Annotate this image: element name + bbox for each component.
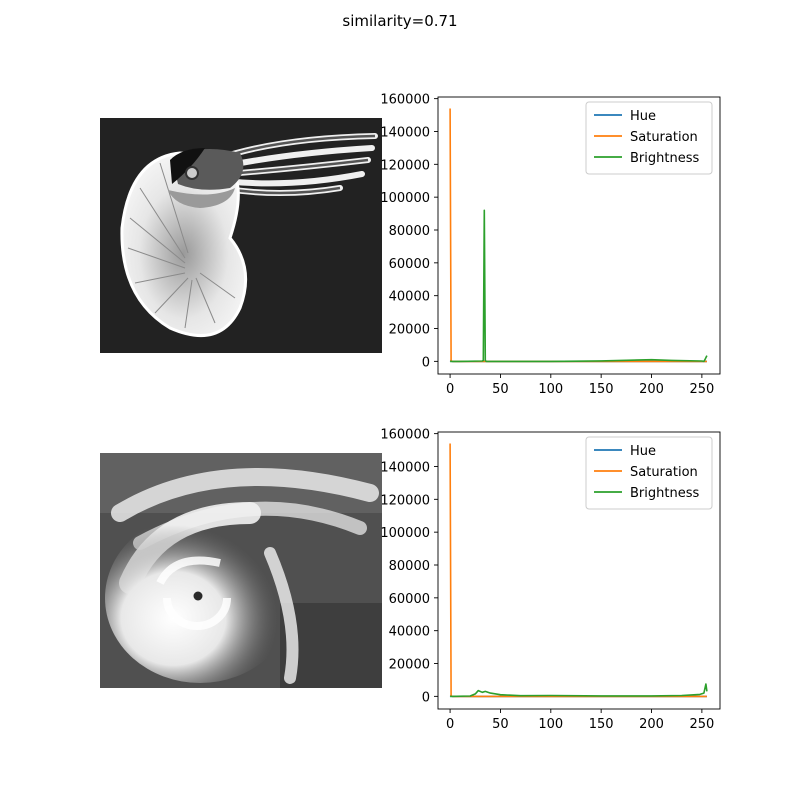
- x-tick-label: 150: [589, 382, 614, 397]
- x-tick-label: 200: [639, 382, 664, 397]
- x-tick-label: 250: [689, 382, 714, 397]
- nautilus-image: [100, 118, 382, 353]
- y-tick-label: 40000: [389, 625, 430, 640]
- y-tick-label: 160000: [380, 428, 430, 443]
- y-tick-label: 80000: [389, 559, 430, 574]
- legend-box: [585, 101, 713, 175]
- y-tick-label: 140000: [380, 125, 430, 140]
- hurricane-image: [100, 453, 382, 688]
- y-tick-label: 100000: [380, 191, 430, 206]
- x-tick-label: 150: [589, 717, 614, 732]
- x-tick-label: 50: [492, 382, 509, 397]
- legend-label: Brightness: [630, 486, 699, 501]
- y-tick-label: 60000: [389, 257, 430, 272]
- y-tick-label: 20000: [389, 658, 430, 673]
- y-tick-label: 0: [422, 690, 430, 705]
- legend-label: Hue: [630, 109, 656, 124]
- y-tick-label: 0: [422, 355, 430, 370]
- y-tick-label: 80000: [389, 224, 430, 239]
- series-line-brightness: [450, 209, 708, 363]
- y-tick-label: 120000: [380, 158, 430, 173]
- y-tick-label: 60000: [389, 592, 430, 607]
- x-tick-label: 0: [446, 382, 454, 397]
- x-tick-label: 100: [538, 382, 563, 397]
- legend-label: Brightness: [630, 151, 699, 166]
- x-tick-label: 0: [446, 717, 454, 732]
- y-tick-label: 140000: [380, 460, 430, 475]
- y-tick-label: 160000: [380, 93, 430, 108]
- legend-label: Saturation: [630, 130, 698, 145]
- x-tick-label: 250: [689, 717, 714, 732]
- y-tick-label: 40000: [389, 290, 430, 305]
- x-tick-label: 200: [639, 717, 664, 732]
- figure-title: similarity=0.71: [342, 12, 458, 30]
- chart-1: 0 50 100 150 200 250 0 20000 40000 60000 80000 1000…: [380, 93, 721, 397]
- series-line-brightness: [450, 683, 708, 698]
- y-tick-label: 100000: [380, 526, 430, 541]
- legend-label: Hue: [630, 444, 656, 459]
- plot-frame: [437, 431, 721, 710]
- x-tick-label: 50: [492, 717, 509, 732]
- legend-box: [585, 436, 713, 510]
- legend-label: Saturation: [630, 465, 698, 480]
- chart-2: 0 50 100 150 200 250 0 20000 40000 60000 80000 1000…: [380, 428, 721, 732]
- x-tick-label: 100: [538, 717, 563, 732]
- y-tick-label: 20000: [389, 323, 430, 338]
- plot-frame: [437, 96, 721, 375]
- y-tick-label: 120000: [380, 493, 430, 508]
